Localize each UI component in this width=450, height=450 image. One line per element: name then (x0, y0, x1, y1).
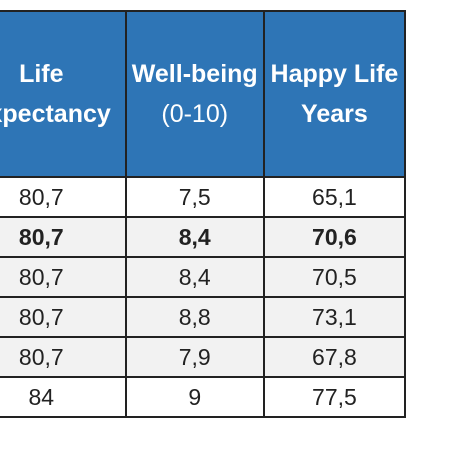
table-row: 80,7 7,9 67,8 (0, 336, 407, 378)
table-row: 84 9 77,5 (0, 376, 407, 418)
table-row: 80,7 8,8 73,1 (0, 296, 407, 338)
cell-life-expectancy: 80,7 (0, 176, 127, 218)
header-happy-life-years-line2: Years (301, 100, 368, 128)
header-well-being-line1: Well-being (131, 60, 258, 88)
cell-happy-life-years: 73,1 (262, 296, 407, 338)
happy-life-years-table: Life Expectancy Well-being (0-10) Happy … (0, 10, 407, 418)
header-happy-life-years: Happy Life Years (262, 10, 407, 178)
table-row: 80,7 7,5 65,1 (0, 176, 407, 218)
cell-well-being: 8,8 (124, 296, 265, 338)
cell-happy-life-years: 65,1 (262, 176, 407, 218)
cell-life-expectancy: 80,7 (0, 336, 127, 378)
cell-life-expectancy: 80,7 (0, 216, 127, 258)
cell-well-being: 9 (124, 376, 265, 418)
cell-well-being: 7,9 (124, 336, 265, 378)
cell-happy-life-years: 67,8 (262, 336, 407, 378)
cell-well-being: 8,4 (124, 216, 265, 258)
cell-life-expectancy: 80,7 (0, 296, 127, 338)
cell-well-being: 7,5 (124, 176, 265, 218)
header-row: Life Expectancy Well-being (0-10) Happy … (0, 10, 407, 178)
header-happy-life-years-line1: Happy Life (270, 60, 399, 88)
header-well-being: Well-being (0-10) (124, 10, 265, 178)
cell-life-expectancy: 84 (0, 376, 127, 418)
cell-happy-life-years: 77,5 (262, 376, 407, 418)
header-life-expectancy-line2: Expectancy (0, 100, 111, 128)
table-row: 80,7 8,4 70,5 (0, 256, 407, 298)
header-life-expectancy: Life Expectancy (0, 10, 127, 178)
table-row: 80,7 8,4 70,6 (0, 216, 407, 258)
cell-life-expectancy: 80,7 (0, 256, 127, 298)
cell-well-being: 8,4 (124, 256, 265, 298)
cell-happy-life-years: 70,6 (262, 216, 407, 258)
header-life-expectancy-line1: Life (19, 60, 64, 88)
header-well-being-line2: (0-10) (161, 100, 229, 128)
cell-happy-life-years: 70,5 (262, 256, 407, 298)
